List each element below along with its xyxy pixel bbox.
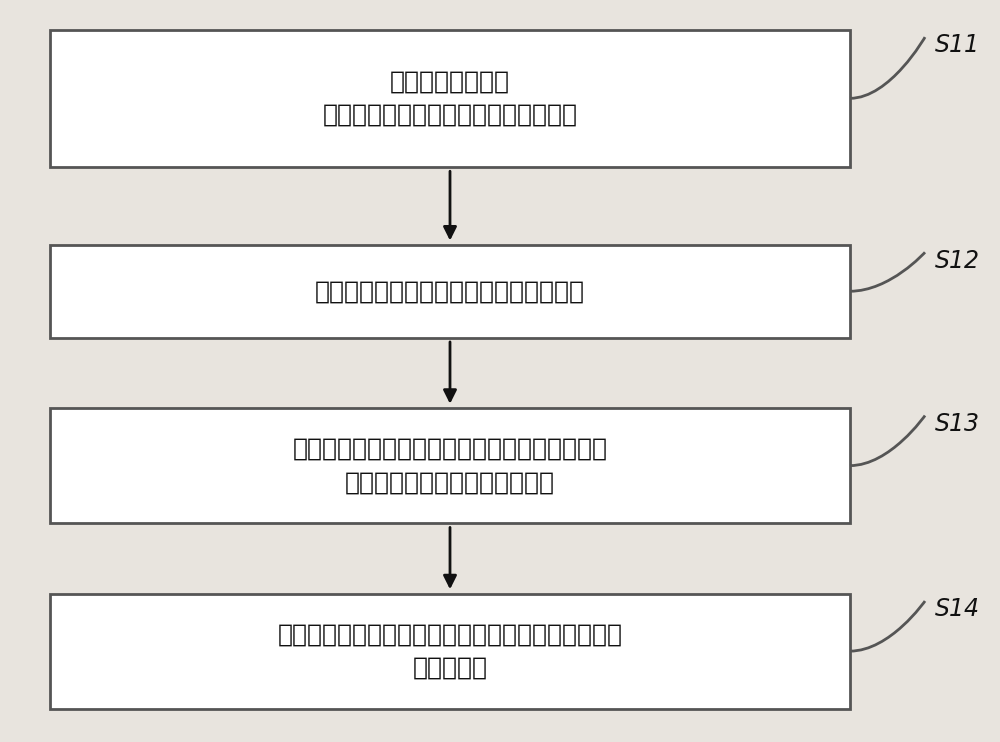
FancyBboxPatch shape xyxy=(50,408,850,523)
Text: 根据所述白色亚像素对应的补偿灰阶电压，驱动所述
白色亚像素: 根据所述白色亚像素对应的补偿灰阶电压，驱动所述 白色亚像素 xyxy=(278,623,622,680)
Text: S14: S14 xyxy=(935,597,980,621)
Text: 根据所述补偿系数和所述初始灰阶电压确定所述
白色亚像素对应的补偿灰阶电压: 根据所述补偿系数和所述初始灰阶电压确定所述 白色亚像素对应的补偿灰阶电压 xyxy=(292,437,608,494)
Text: 确定待补偿亮度的
白色亚像素对应的灰阶电压的补偿系数: 确定待补偿亮度的 白色亚像素对应的灰阶电压的补偿系数 xyxy=(322,70,578,127)
FancyBboxPatch shape xyxy=(50,30,850,167)
Text: S12: S12 xyxy=(935,249,980,272)
FancyBboxPatch shape xyxy=(50,245,850,338)
Text: S13: S13 xyxy=(935,412,980,436)
Text: S11: S11 xyxy=(935,33,980,57)
FancyBboxPatch shape xyxy=(50,594,850,709)
Text: 读取所述白色亚像素对应的初始灰阶电压: 读取所述白色亚像素对应的初始灰阶电压 xyxy=(315,279,585,303)
